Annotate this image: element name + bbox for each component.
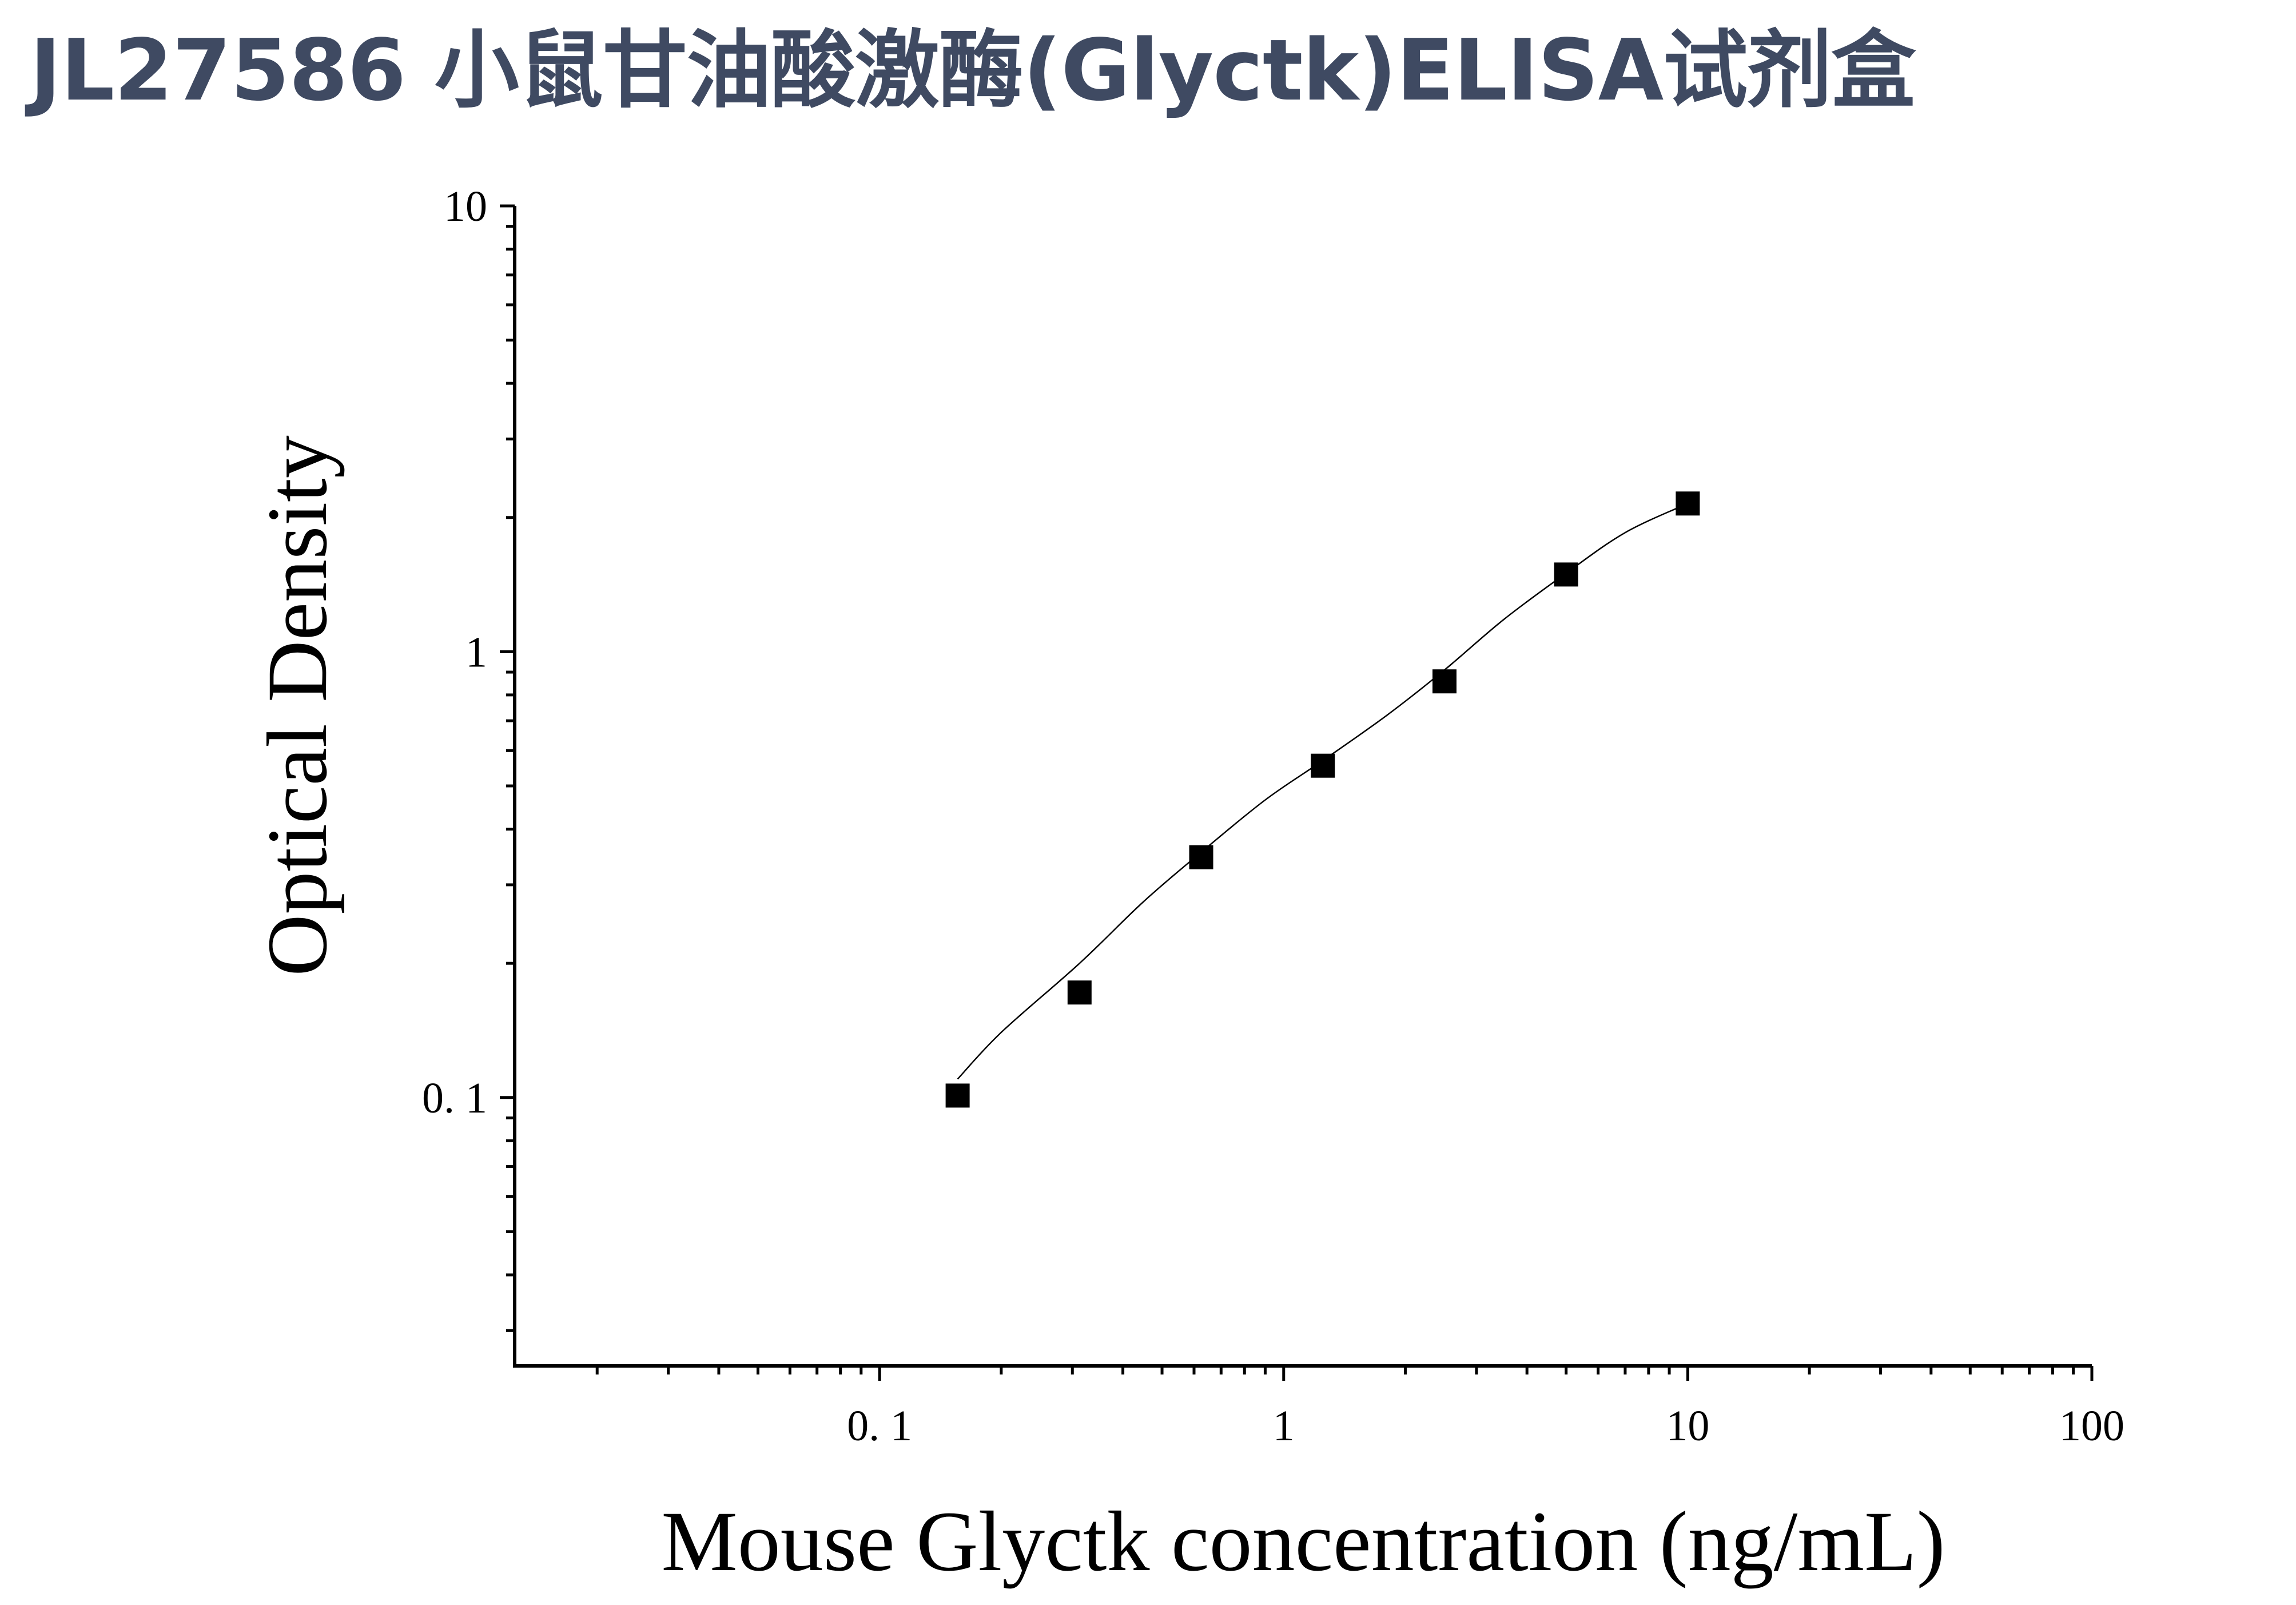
x-tick-label: 1 xyxy=(1273,1402,1295,1450)
fit-curve-line xyxy=(957,503,1688,1080)
x-tick-label: 0. 1 xyxy=(847,1402,912,1450)
y-tick-label: 10 xyxy=(444,182,487,231)
fit-curve-group xyxy=(957,503,1688,1080)
data-points xyxy=(945,491,1700,1108)
data-point xyxy=(1311,753,1335,778)
axes xyxy=(513,206,2092,1368)
data-point xyxy=(1189,845,1213,869)
y-tick-label: 0. 1 xyxy=(422,1074,487,1122)
y-tick-label: 1 xyxy=(465,628,487,676)
x-axis-title: Mouse Glyctk concentration (ng/mL) xyxy=(661,1494,1945,1589)
x-axis-ticks: 0. 1 1 10 100 xyxy=(595,1366,2124,1450)
data-point xyxy=(1554,562,1578,587)
page-title: JL27586 小鼠甘油酸激酶(Glyctk)ELISA试剂盒 xyxy=(30,21,1916,120)
data-point xyxy=(945,1083,970,1108)
axis-frame xyxy=(513,206,2092,1368)
y-axis-ticks: 0. 1 1 10 xyxy=(422,182,515,1332)
x-tick-label: 100 xyxy=(2059,1402,2124,1450)
data-point xyxy=(1067,980,1092,1005)
data-point xyxy=(1676,491,1700,516)
y-axis-title: Optical Density xyxy=(250,435,345,976)
x-tick-label: 10 xyxy=(1666,1402,1709,1450)
data-point xyxy=(1432,669,1457,694)
